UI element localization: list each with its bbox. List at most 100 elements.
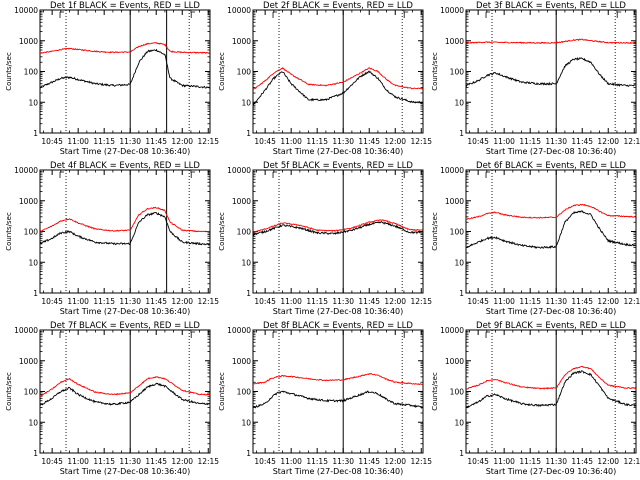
- series-line-events: [40, 382, 210, 407]
- x-axis-label: Start Time (27-Dec-08 10:36:40): [273, 307, 404, 316]
- y-tick-label: 10000: [440, 166, 464, 175]
- plot-frame: [252, 329, 424, 454]
- panel-7: Det 7f BLACK = Events, RED = LLD Counts/s…: [5, 321, 219, 476]
- x-tick-label: 12:00: [384, 457, 406, 466]
- x-tick-label: 11:30: [545, 457, 567, 466]
- x-tick-label: 11:00: [67, 137, 89, 146]
- x-tick-label: 11:45: [358, 457, 380, 466]
- y-tick-label: 1: [459, 449, 464, 458]
- x-axis-label: Start Time (27-Dec-08 10:36:40): [60, 467, 191, 476]
- x-tick-label: 11:45: [358, 137, 380, 146]
- series-line-lld: [253, 372, 423, 386]
- x-tick-label: 12:00: [384, 137, 406, 146]
- x-tick-label: 10:45: [467, 137, 489, 146]
- x-tick-label: 12:00: [597, 137, 619, 146]
- y-tick-label: 1000: [232, 357, 251, 366]
- y-tick-label: 1000: [445, 197, 464, 206]
- series-line-lld: [253, 67, 423, 90]
- panel-6: Det 6f BLACK = Events, RED = LLD Counts/s…: [431, 161, 640, 316]
- segment-bracket-mark: [485, 171, 491, 178]
- x-tick-label: 10:45: [467, 297, 489, 306]
- series-line-events: [466, 210, 636, 249]
- x-tick-label: 11:30: [545, 297, 567, 306]
- panel-title: Det 8f BLACK = Events, RED = LLD: [263, 321, 413, 331]
- x-tick-label: 10:45: [41, 137, 63, 146]
- y-tick-label: 1000: [19, 357, 38, 366]
- series-line-events: [466, 370, 636, 409]
- x-tick-label: 12:00: [171, 297, 193, 306]
- y-axis-label: Counts/sec: [431, 52, 439, 91]
- series-line-events: [466, 56, 636, 88]
- y-tick-label: 10000: [440, 6, 464, 15]
- x-tick-label: 11:15: [519, 297, 541, 306]
- series-line-events: [253, 70, 423, 107]
- x-tick-label: 11:15: [306, 137, 328, 146]
- x-tick-label: 12:15: [410, 137, 432, 146]
- x-tick-label: 11:45: [145, 297, 167, 306]
- panel-2: Det 2f BLACK = Events, RED = LLD Counts/s…: [218, 1, 432, 156]
- panel-9: Det 9f BLACK = Events, RED = LLD Counts/s…: [431, 321, 640, 476]
- panel-title: Det 7f BLACK = Events, RED = LLD: [50, 321, 200, 331]
- y-tick-label: 100: [237, 68, 252, 77]
- series-line-lld: [40, 206, 210, 233]
- x-tick-label: 11:00: [280, 457, 302, 466]
- y-tick-label: 1: [33, 289, 38, 298]
- panel-title: Det 5f BLACK = Events, RED = LLD: [263, 161, 413, 171]
- x-tick-label: 11:15: [93, 137, 115, 146]
- segment-bracket-mark: [190, 171, 196, 178]
- x-tick-label: 11:45: [571, 457, 593, 466]
- y-tick-label: 1000: [19, 197, 38, 206]
- x-tick-label: 11:45: [145, 457, 167, 466]
- x-tick-label: 12:00: [597, 457, 619, 466]
- series-line-events: [253, 390, 423, 409]
- x-axis-label: Start Time (27-Dec-08 10:36:40): [486, 307, 617, 316]
- x-tick-label: 11:45: [571, 297, 593, 306]
- x-tick-label: 11:30: [332, 137, 354, 146]
- y-axis-label: Counts/sec: [218, 372, 226, 411]
- segment-bracket-mark: [272, 171, 278, 178]
- y-tick-label: 10000: [227, 326, 251, 335]
- y-tick-label: 10000: [227, 166, 251, 175]
- series-line-events: [40, 48, 210, 89]
- segment-bracket-mark: [403, 331, 409, 338]
- segment-bracket-mark: [616, 331, 622, 338]
- series-line-lld: [466, 38, 636, 45]
- y-axis-label: Counts/sec: [431, 212, 439, 251]
- y-tick-label: 10000: [14, 166, 38, 175]
- x-tick-label: 11:15: [519, 457, 541, 466]
- y-tick-label: 1000: [445, 357, 464, 366]
- x-tick-label: 11:00: [280, 297, 302, 306]
- segment-bracket-mark: [272, 11, 278, 18]
- x-tick-label: 12:00: [171, 457, 193, 466]
- y-tick-label: 10000: [14, 326, 38, 335]
- y-tick-label: 100: [450, 68, 465, 77]
- y-tick-label: 1000: [232, 37, 251, 46]
- x-tick-label: 12:00: [597, 297, 619, 306]
- x-tick-label: 11:30: [119, 297, 141, 306]
- segment-bracket-mark: [190, 331, 196, 338]
- segment-bracket-mark: [59, 171, 65, 178]
- x-axis-label: Start Time (27-Dec-08 10:36:40): [60, 147, 191, 156]
- x-tick-label: 12:15: [623, 457, 640, 466]
- x-tick-label: 11:30: [545, 137, 567, 146]
- segment-bracket-mark: [59, 331, 65, 338]
- plot-frame: [465, 169, 637, 294]
- segment-bracket-mark: [616, 171, 622, 178]
- y-tick-label: 100: [24, 68, 39, 77]
- x-tick-label: 10:45: [41, 297, 63, 306]
- y-tick-label: 10000: [227, 6, 251, 15]
- x-tick-label: 11:15: [93, 297, 115, 306]
- x-tick-label: 11:30: [119, 137, 141, 146]
- plot-frame: [252, 169, 424, 294]
- panel-5: Det 5f BLACK = Events, RED = LLD Counts/s…: [218, 161, 432, 316]
- x-tick-label: 11:45: [358, 297, 380, 306]
- x-tick-label: 11:15: [306, 297, 328, 306]
- panel-title: Det 1f BLACK = Events, RED = LLD: [50, 1, 200, 11]
- y-tick-label: 1: [246, 129, 251, 138]
- x-tick-label: 11:30: [332, 457, 354, 466]
- x-tick-label: 10:45: [467, 457, 489, 466]
- y-tick-label: 1: [246, 289, 251, 298]
- y-tick-label: 1000: [19, 37, 38, 46]
- x-tick-label: 10:45: [254, 137, 276, 146]
